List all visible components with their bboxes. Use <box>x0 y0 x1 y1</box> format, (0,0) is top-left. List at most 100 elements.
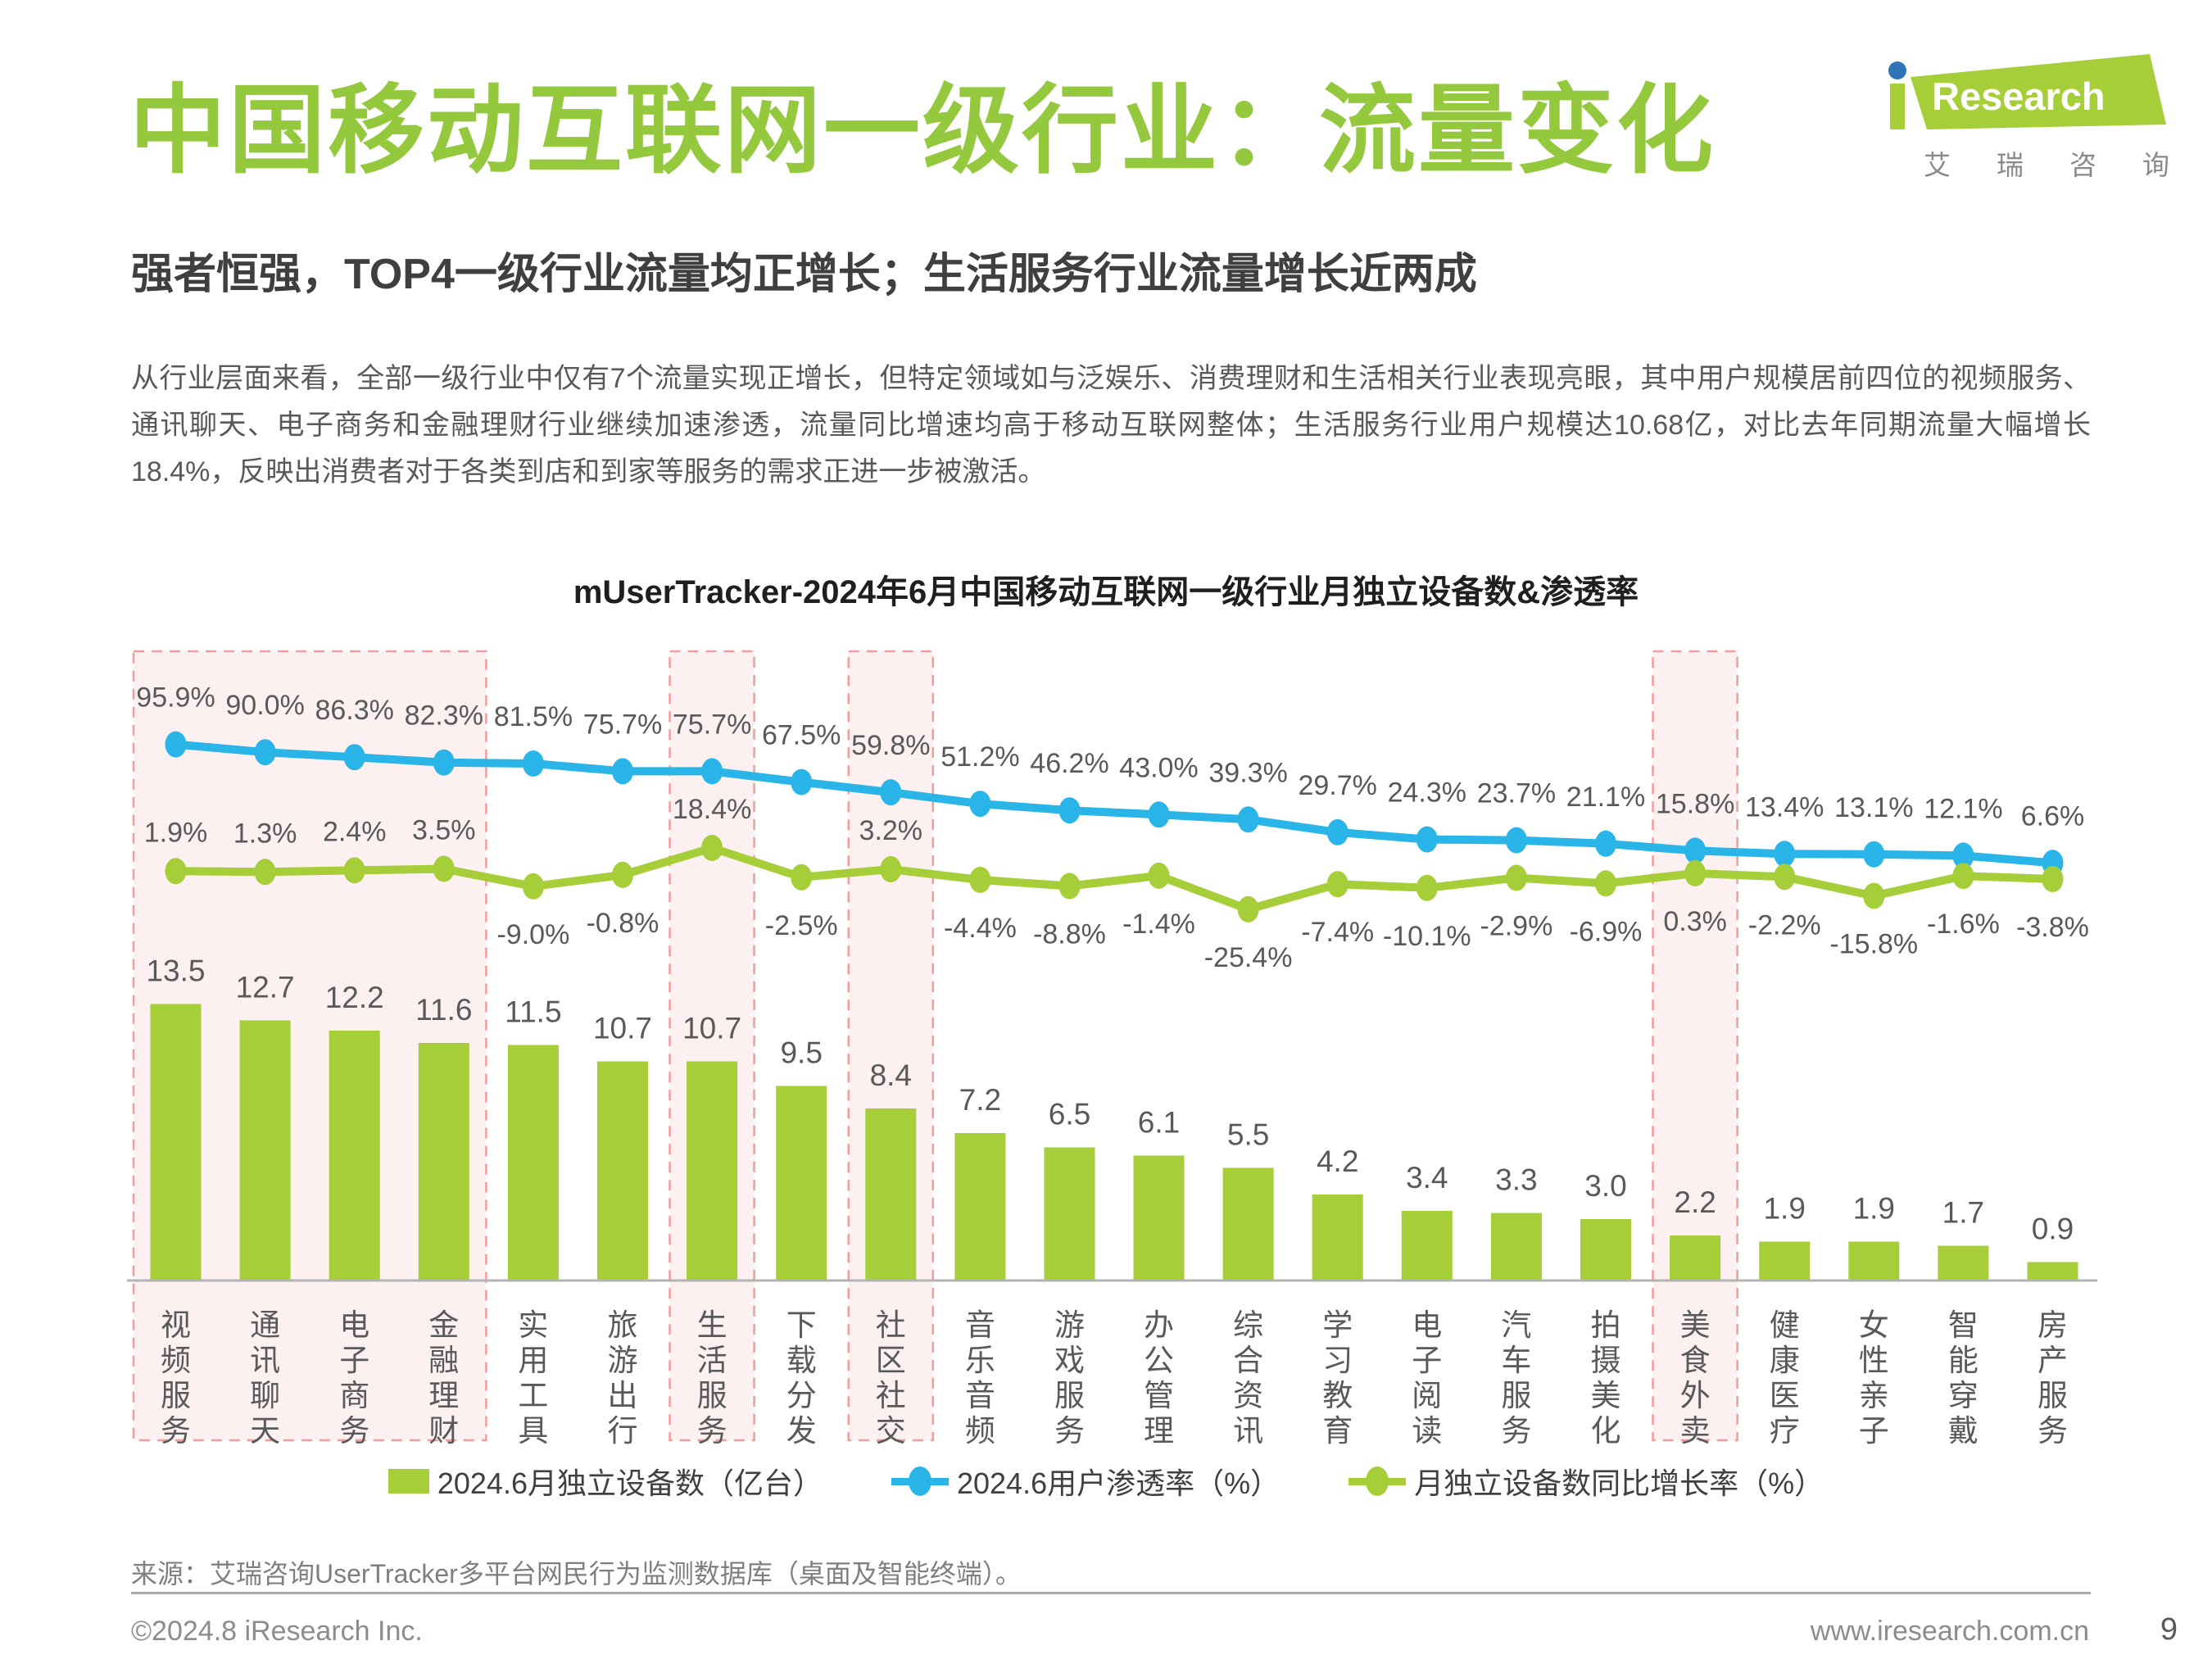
growth-label: -25.4% <box>1204 942 1293 973</box>
penetration-point <box>1326 818 1349 845</box>
growth-point <box>1684 860 1707 886</box>
growth-point <box>2042 866 2064 892</box>
bar <box>1848 1241 1900 1281</box>
legend-item-penetration: 2024.6用户渗透率（%） <box>891 1460 1280 1503</box>
iresearch-logo-banner: Research <box>1888 54 2166 129</box>
penetration-label: 43.0% <box>1119 752 1198 783</box>
growth-point <box>343 857 365 884</box>
growth-label: -2.9% <box>1480 911 1552 942</box>
bar-value-label: 1.7 <box>1942 1196 1984 1230</box>
bar <box>239 1020 291 1281</box>
bar-value-label: 1.9 <box>1763 1192 1805 1226</box>
penetration-point <box>1952 842 1974 869</box>
penetration-label: 82.3% <box>405 700 483 732</box>
category-label: 社区社交 <box>876 1308 906 1448</box>
growth-label: 2.4% <box>323 816 387 847</box>
bar <box>597 1061 648 1281</box>
bar-value-label: 9.5 <box>780 1036 822 1070</box>
growth-point <box>522 873 544 900</box>
chart-legend: 2024.6月独立设备数（亿台） 2024.6用户渗透率（%） 月独立设备数同比… <box>0 1460 2212 1503</box>
legend-label-growth: 月独立设备数同比增长率（%） <box>1414 1466 1824 1500</box>
penetration-label: 46.2% <box>1030 748 1108 779</box>
growth-label: -0.8% <box>587 908 660 939</box>
penetration-point <box>1416 826 1438 853</box>
bar <box>1401 1211 1453 1281</box>
penetration-point <box>1148 801 1170 828</box>
bar <box>2027 1262 2078 1281</box>
bar <box>1580 1219 1631 1281</box>
bar <box>954 1133 1006 1281</box>
category-label: 通讯聊天 <box>250 1308 280 1448</box>
penetration-point <box>1595 830 1616 857</box>
growth-line <box>175 844 2053 913</box>
penetration-label: 75.7% <box>583 709 662 740</box>
growth-point <box>880 856 902 882</box>
growth-point <box>791 863 813 891</box>
bar-value-label: 2.2 <box>1674 1185 1716 1219</box>
logo-banner-shape <box>1911 54 2166 129</box>
bar-value-label: 0.9 <box>2032 1213 2074 1246</box>
penetration-label: 24.3% <box>1388 777 1466 809</box>
penetration-point <box>791 768 813 796</box>
penetration-label: 75.7% <box>673 709 751 740</box>
growth-point <box>1058 873 1081 900</box>
legend-line-swatch-green-icon <box>1349 1465 1407 1498</box>
legend-dot-blue <box>908 1466 931 1496</box>
page-title: 中国移动互联网一级行业：流量变化 <box>129 77 1716 185</box>
growth-point <box>1326 871 1349 898</box>
page-subtitle: 强者恒强，TOP4一级行业流量均正增长；生活服务行业流量增长近两成 <box>131 251 1477 298</box>
page-number: 9 <box>2160 1612 2178 1647</box>
bar-value-label: 10.7 <box>682 1012 741 1045</box>
growth-point <box>1237 895 1259 922</box>
bar <box>1222 1167 1274 1281</box>
growth-label: 18.4% <box>673 794 751 825</box>
bar <box>507 1045 559 1281</box>
penetration-point <box>612 758 633 785</box>
bar-value-label: 6.1 <box>1138 1106 1180 1140</box>
growth-label: -7.4% <box>1301 917 1374 948</box>
penetration-label: 39.3% <box>1208 757 1287 788</box>
growth-label: -9.0% <box>496 919 569 950</box>
bar <box>1759 1241 1811 1281</box>
growth-label: -4.4% <box>944 913 1017 944</box>
growth-label: 1.9% <box>144 817 208 848</box>
legend-label-devices: 2024.6月独立设备数（亿台） <box>437 1466 823 1500</box>
category-label: 学习教育 <box>1322 1308 1353 1448</box>
bar <box>1490 1213 1542 1281</box>
website-link[interactable]: www.iresearch.com.cn <box>1810 1616 2089 1647</box>
penetration-point <box>433 749 455 776</box>
penetration-point <box>1684 837 1707 864</box>
highlight-box <box>847 650 935 1442</box>
growth-label: -10.1% <box>1383 921 1471 952</box>
growth-label: 1.3% <box>233 818 297 849</box>
category-label: 实用工具 <box>518 1308 548 1448</box>
legend-bar-swatch-icon <box>388 1469 429 1494</box>
penetration-label: 21.1% <box>1566 782 1645 813</box>
bar-value-label: 3.3 <box>1495 1163 1537 1197</box>
growth-point <box>701 835 723 861</box>
bar <box>865 1108 917 1281</box>
growth-point <box>612 861 633 888</box>
category-label: 游戏服务 <box>1054 1308 1085 1448</box>
bar-value-label: 3.4 <box>1406 1161 1448 1194</box>
penetration-label: 90.0% <box>225 690 304 721</box>
legend-item-growth: 月独立设备数同比增长率（%） <box>1349 1460 1824 1503</box>
bar-value-label: 13.5 <box>146 954 205 988</box>
penetration-label: 13.4% <box>1745 791 1824 823</box>
bar <box>329 1031 380 1281</box>
logo-brand-text: Research <box>1932 75 2105 118</box>
category-label: 房产服务 <box>2037 1308 2068 1448</box>
penetration-label: 6.6% <box>2021 800 2085 832</box>
growth-label: -6.9% <box>1570 916 1643 947</box>
growth-label: -15.8% <box>1829 929 1918 960</box>
penetration-point <box>165 731 187 758</box>
legend-line-swatch-blue-icon <box>891 1465 949 1498</box>
penetration-point <box>254 739 276 766</box>
intro-paragraph: 从行业层面来看，全部一级行业中仅有7个流量实现正增长，但特定领域如与泛娱乐、消费… <box>131 363 2091 487</box>
bar-value-label: 10.7 <box>593 1012 652 1045</box>
penetration-line <box>175 740 2053 868</box>
legend-label-penetration: 2024.6用户渗透率（%） <box>956 1466 1281 1500</box>
category-label: 下载分发 <box>786 1308 817 1448</box>
logo-chinese-name: 艾瑞咨询 <box>1924 150 2212 180</box>
category-label: 办公管理 <box>1144 1308 1174 1448</box>
